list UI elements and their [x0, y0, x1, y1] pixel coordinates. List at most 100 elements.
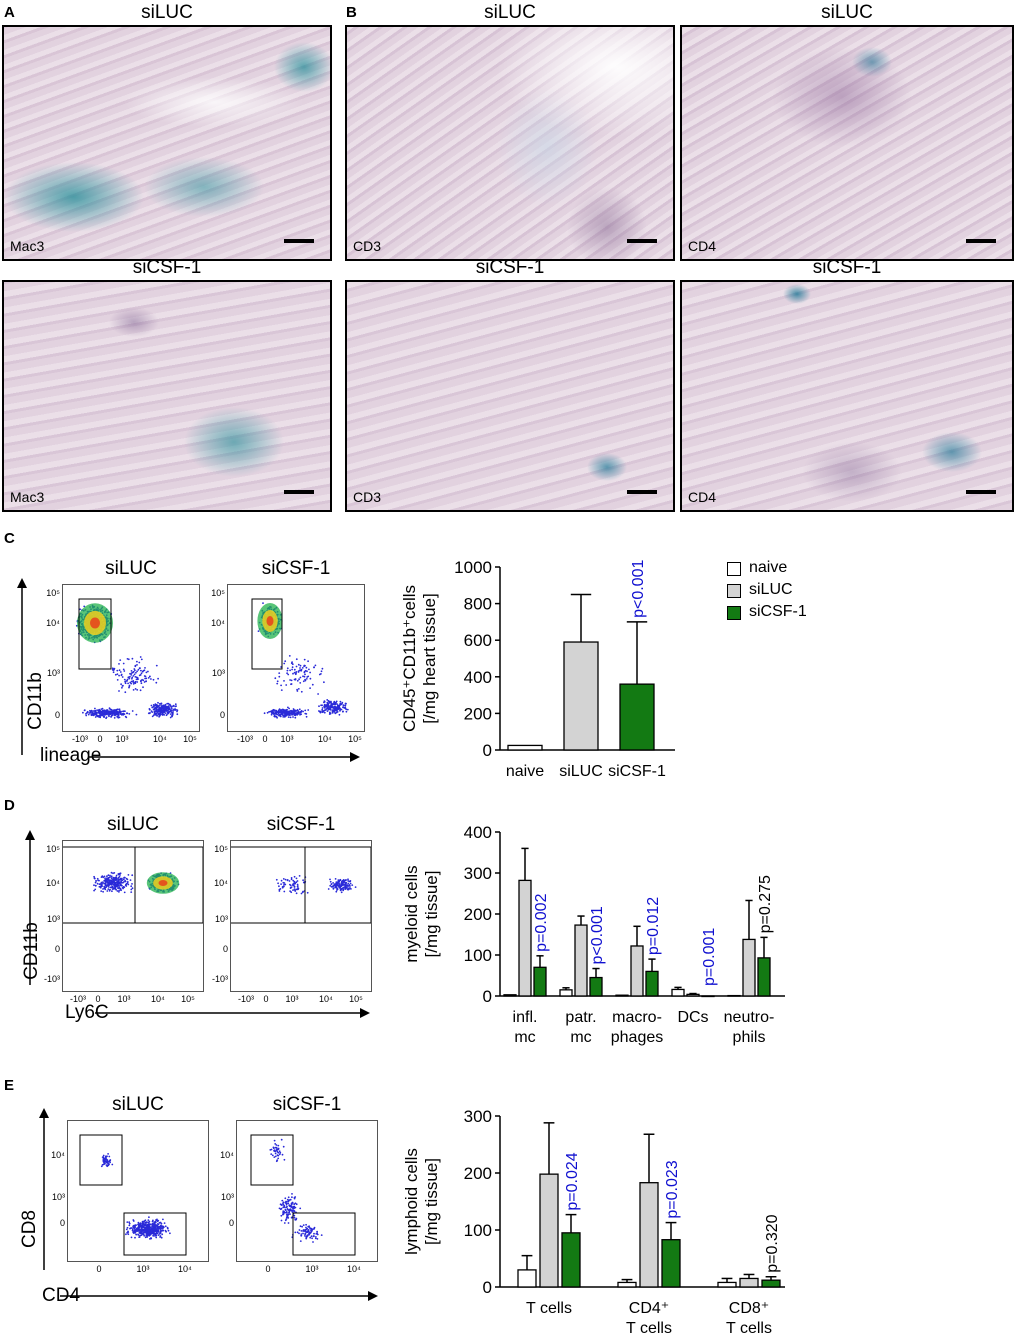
event-dot [126, 680, 128, 682]
gate [79, 1134, 123, 1186]
event-dot [100, 884, 103, 887]
event-dot [131, 1229, 134, 1232]
event-dot [160, 702, 163, 705]
event-dot [155, 1231, 158, 1234]
event-dot [283, 716, 286, 718]
flow-x-tick: 10⁵ [181, 994, 195, 1004]
event-dot [132, 689, 135, 691]
flow-x-tick: 0 [262, 734, 268, 744]
event-dot [296, 885, 299, 888]
flow-y-tick: 0 [54, 944, 60, 954]
event-dot [112, 709, 114, 711]
p-value-label: p=0.001 [701, 928, 718, 986]
event-dot [116, 890, 119, 892]
event-dot [335, 890, 338, 893]
event-dot [293, 888, 296, 890]
event-dot [291, 666, 294, 669]
stain-label: Mac3 [10, 238, 45, 254]
event-dot [112, 712, 115, 715]
event-dot [287, 1196, 290, 1199]
y-axis-label-units: [/mg tissue] [422, 871, 441, 958]
event-dot [106, 875, 108, 878]
flow-x-tick: 10³ [136, 1264, 150, 1274]
event-dot [159, 708, 162, 711]
event-dot [283, 890, 286, 893]
event-dot [154, 1230, 156, 1232]
event-dot [263, 712, 266, 715]
p-value-label: p<0.001 [589, 906, 606, 964]
event-dot [325, 705, 328, 708]
event-dot [115, 874, 118, 877]
event-dot [168, 703, 171, 706]
micrograph-a-top: Mac3 [2, 25, 332, 261]
event-dot [124, 715, 127, 718]
event-dot [290, 711, 293, 714]
event-dot [110, 715, 113, 718]
event-dot [330, 703, 333, 706]
flow-y-tick: 10³ [220, 1192, 234, 1202]
event-dot [300, 690, 303, 693]
event-dot [159, 1232, 162, 1234]
event-dot [335, 884, 337, 887]
event-dot [302, 675, 304, 678]
event-dot [102, 1154, 105, 1157]
event-dot [303, 671, 306, 674]
event-dot [147, 670, 149, 673]
event-dot [277, 1144, 280, 1147]
event-dot [150, 1230, 153, 1233]
event-dot [282, 878, 285, 880]
event-dot [301, 891, 304, 894]
micrograph-b1-bottom: CD3 [345, 280, 675, 512]
event-dot [152, 714, 155, 717]
event-dot [346, 884, 349, 886]
event-dot [158, 712, 161, 715]
event-dot [283, 882, 286, 884]
event-dot [293, 1214, 296, 1217]
event-dot [283, 884, 285, 886]
event-dot [158, 704, 160, 707]
category-label: CD4⁺ [629, 1300, 669, 1317]
event-dot [156, 1226, 159, 1229]
event-dot [163, 1222, 166, 1224]
event-dot [135, 671, 137, 674]
event-dot [91, 711, 94, 714]
scale-bar [966, 239, 996, 243]
event-dot [273, 1149, 275, 1152]
event-dot [299, 664, 302, 667]
event-dot [339, 703, 342, 706]
flow-y-tick: 10⁴ [46, 878, 60, 888]
event-dot [284, 1209, 287, 1212]
event-dot [124, 879, 126, 882]
event-dot [305, 713, 308, 715]
category-label: siCSF-1 [608, 763, 666, 780]
event-dot [104, 712, 107, 715]
event-dot [298, 1229, 301, 1231]
flow-y-tick: 0 [219, 710, 225, 720]
event-dot [134, 1226, 136, 1229]
bar-siLUC [563, 641, 599, 751]
event-dot [154, 1228, 156, 1231]
event-dot [139, 689, 142, 692]
event-dot [150, 1227, 153, 1230]
event-dot [257, 630, 260, 632]
event-dot [295, 881, 298, 884]
event-dot [122, 878, 125, 881]
event-dot [121, 676, 124, 678]
event-dot [136, 664, 138, 666]
event-dot [307, 675, 310, 678]
event-dot [106, 1155, 108, 1158]
flow-x-tick: 10³ [285, 994, 299, 1004]
event-dot [296, 679, 299, 682]
event-dot [336, 883, 339, 886]
event-dot [304, 678, 306, 681]
event-dot [161, 710, 164, 713]
event-dot [118, 669, 121, 672]
event-dot [286, 708, 288, 711]
event-dot [94, 709, 97, 712]
event-dot [305, 666, 308, 669]
p-value-label: p=0.024 [564, 1152, 581, 1210]
event-dot [310, 1230, 313, 1233]
flow-y-tick: 10⁵ [46, 588, 60, 598]
event-dot [99, 711, 102, 714]
event-dot [113, 717, 116, 719]
